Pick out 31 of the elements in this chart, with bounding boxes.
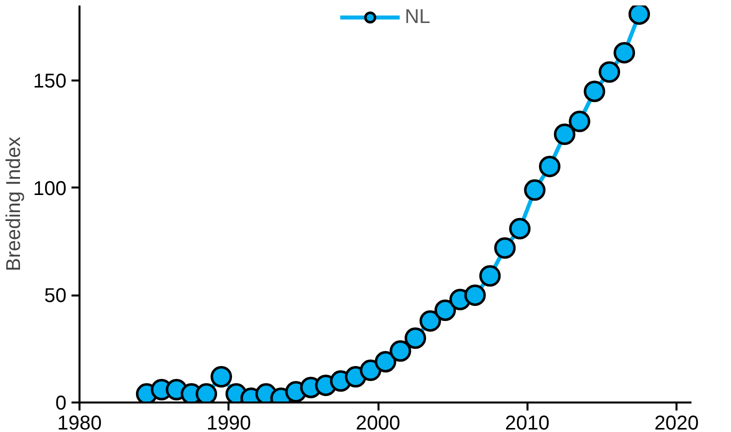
point	[614, 42, 636, 64]
point	[360, 360, 382, 382]
y-tick-label: 50	[44, 285, 67, 308]
point	[434, 299, 456, 321]
x-tick-label: 2010	[505, 412, 550, 432]
x-tick-label: 1990	[206, 412, 252, 432]
point	[390, 340, 412, 362]
x-tick-label: 1980	[57, 412, 102, 432]
y-axis-title: Breeding Index	[3, 136, 26, 272]
point	[479, 265, 501, 287]
point	[404, 327, 426, 349]
point	[628, 6, 650, 25]
point	[554, 124, 576, 145]
point	[420, 310, 442, 332]
point	[524, 179, 546, 201]
point	[196, 383, 218, 402]
x-tick-label: 2000	[356, 412, 400, 432]
point	[538, 156, 560, 178]
point	[494, 237, 516, 259]
y-tick-label: 100	[33, 178, 67, 200]
point	[374, 350, 396, 372]
point	[509, 218, 531, 240]
point	[584, 80, 606, 102]
legend-label: NL	[404, 6, 430, 28]
point	[464, 284, 486, 306]
point	[210, 366, 232, 388]
y-tick-label: 0	[55, 392, 66, 414]
point	[598, 61, 620, 83]
y-tick-label: 150	[33, 70, 67, 93]
point	[568, 110, 590, 132]
x-tick-label: 2020	[654, 412, 699, 432]
